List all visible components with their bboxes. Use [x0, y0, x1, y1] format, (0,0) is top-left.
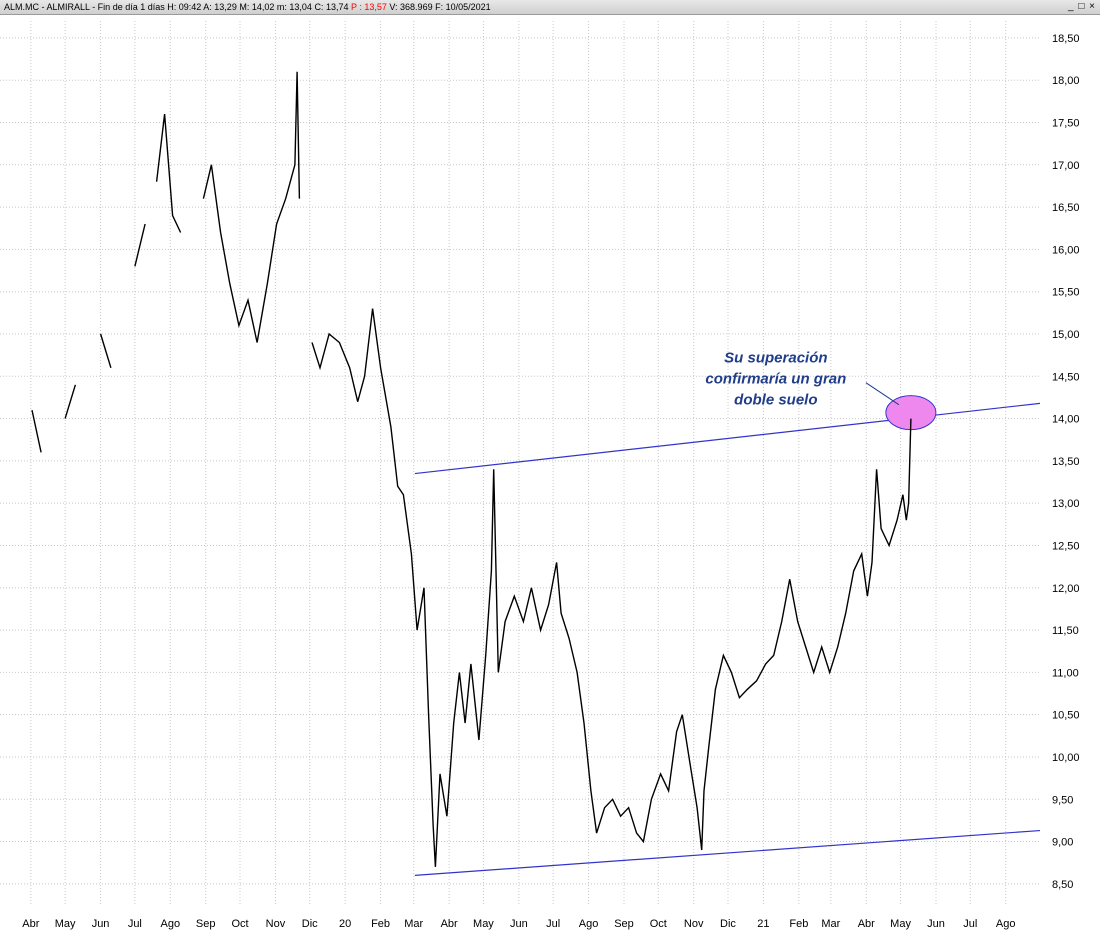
- y-tick-label: 15,50: [1052, 287, 1080, 299]
- y-tick-label: 15,00: [1052, 329, 1080, 341]
- x-tick-label: May: [473, 918, 494, 930]
- x-tick-label: 20: [339, 918, 351, 930]
- x-tick-label: Jun: [510, 918, 528, 930]
- y-tick-label: 9,50: [1052, 794, 1073, 806]
- trendline: [414, 829, 1041, 876]
- x-tick-label: Nov: [684, 918, 704, 930]
- x-tick-label: Mar: [821, 918, 840, 930]
- y-tick-label: 16,00: [1052, 244, 1080, 256]
- x-tick-label: Abr: [858, 918, 875, 930]
- price-line: [202, 71, 301, 343]
- hour-readout: H: 09:42: [167, 2, 202, 12]
- price-chart[interactable]: 8,50 9,00 9,50 10,00 10,50 11,00 11,50 12,00 12,…: [0, 15, 1100, 930]
- x-tick-label: Nov: [266, 918, 286, 930]
- x-tick-label: May: [890, 918, 911, 930]
- annotation: Su superación confirmaría un gran doble su…: [705, 350, 900, 409]
- volume-readout: V: 368.969: [389, 2, 433, 12]
- x-tick-label: Ago: [996, 918, 1016, 930]
- y-tick-label: 18,00: [1052, 75, 1080, 87]
- price-line: [99, 333, 112, 369]
- price-series: [31, 71, 912, 867]
- y-axis-ticks: 8,50 9,00 9,50 10,00 10,50 11,00 11,50 12,00 12,…: [1052, 33, 1080, 891]
- annotation-pointer: [865, 382, 900, 406]
- price-line: [31, 409, 42, 453]
- y-tick-label: 17,50: [1052, 118, 1080, 130]
- open-readout: A: 13,29: [203, 2, 237, 12]
- y-tick-label: 14,50: [1052, 371, 1080, 383]
- y-tick-label: 11,50: [1052, 625, 1079, 637]
- x-tick-label: Jul: [546, 918, 560, 930]
- price-line: [155, 114, 182, 233]
- x-tick-label: Sep: [196, 918, 216, 930]
- x-axis-ticks: Abr May Jun Jul Ago Sep Oct Nov Dic 20 Feb Mar Abr Ma…: [22, 918, 1015, 930]
- x-tick-label: Sep: [614, 918, 634, 930]
- x-tick-label: Mar: [404, 918, 423, 930]
- price-line: [134, 223, 146, 267]
- price-line: [311, 308, 912, 867]
- grid: [0, 21, 1040, 905]
- y-tick-label: 12,50: [1052, 540, 1080, 552]
- x-tick-label: Abr: [22, 918, 39, 930]
- annotation-line: Su superación: [724, 350, 827, 367]
- x-tick-label: Jul: [963, 918, 977, 930]
- y-tick-label: 8,50: [1052, 879, 1073, 891]
- y-tick-label: 12,00: [1052, 583, 1080, 595]
- annotation-line: doble suelo: [734, 392, 817, 409]
- x-tick-label: Feb: [789, 918, 808, 930]
- x-tick-label: Jun: [927, 918, 945, 930]
- x-tick-label: Abr: [441, 918, 458, 930]
- x-tick-label: Oct: [231, 918, 248, 930]
- p-readout: P : 13,57: [350, 2, 387, 12]
- y-tick-label: 11,00: [1052, 667, 1079, 679]
- x-tick-label: Dic: [302, 918, 318, 930]
- window-title: ALM.MC - ALMIRALL - Fin de día 1 días: [4, 2, 165, 12]
- x-tick-label: 21: [757, 918, 769, 930]
- y-tick-label: 9,00: [1052, 837, 1073, 849]
- annotation-line: confirmaría un gran: [705, 371, 846, 388]
- x-tick-label: Dic: [720, 918, 736, 930]
- y-tick-label: 18,50: [1052, 33, 1080, 45]
- y-tick-label: 13,50: [1052, 456, 1080, 468]
- x-tick-label: May: [55, 918, 76, 930]
- window-controls[interactable]: _ □ ×: [1068, 1, 1096, 12]
- trendlines: [414, 402, 1041, 876]
- x-tick-label: Ago: [160, 918, 180, 930]
- y-tick-label: 17,00: [1052, 160, 1080, 172]
- high-readout: M: 14,02: [239, 2, 275, 12]
- x-tick-label: Jun: [92, 918, 110, 930]
- window-titlebar: ALM.MC - ALMIRALL - Fin de día 1 días H:…: [0, 0, 1100, 15]
- trendline: [414, 402, 1041, 475]
- date-readout: F: 10/05/2021: [435, 2, 491, 12]
- close-readout: C: 13,74: [314, 2, 349, 12]
- x-tick-label: Oct: [650, 918, 667, 930]
- y-tick-label: 16,50: [1052, 202, 1080, 214]
- y-tick-label: 14,00: [1052, 414, 1080, 426]
- x-tick-label: Ago: [579, 918, 599, 930]
- y-tick-label: 13,00: [1052, 498, 1080, 510]
- low-readout: m: 13,04: [276, 2, 312, 12]
- y-tick-label: 10,50: [1052, 710, 1080, 722]
- x-tick-label: Feb: [371, 918, 390, 930]
- price-line: [64, 384, 77, 419]
- y-tick-label: 10,00: [1052, 752, 1080, 764]
- x-tick-label: Jul: [128, 918, 142, 930]
